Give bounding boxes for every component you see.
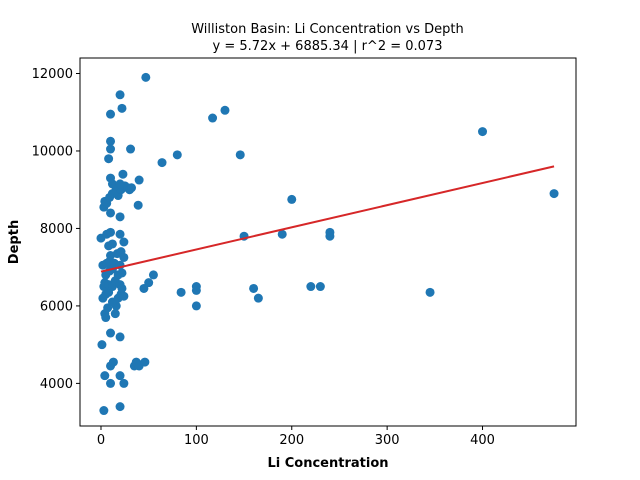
data-point-73 (106, 173, 116, 183)
data-point-14 (115, 332, 125, 342)
y-tick-label: 6000 (40, 299, 73, 314)
data-point-54 (119, 237, 129, 247)
data-point-33 (117, 283, 127, 293)
x-tick-label: 300 (375, 433, 400, 448)
data-point-58 (115, 212, 125, 222)
data-point-59 (133, 200, 143, 210)
data-point-89 (176, 287, 186, 297)
data-point-85 (139, 283, 149, 293)
data-point-87 (157, 158, 167, 168)
data-point-4 (115, 371, 125, 381)
data-point-78 (106, 136, 116, 146)
y-axis-label: Depth (7, 220, 22, 264)
data-point-100 (287, 194, 297, 204)
data-point-97 (249, 283, 259, 293)
data-point-93 (208, 113, 218, 123)
chart-subtitle: y = 5.72x + 6885.34 | r^2 = 0.073 (213, 39, 443, 54)
data-point-102 (315, 282, 325, 292)
x-axis-label: Li Concentration (267, 456, 388, 471)
data-point-0 (99, 406, 109, 416)
data-point-90 (191, 301, 201, 311)
plot-frame (79, 57, 577, 427)
data-point-98 (253, 293, 263, 303)
data-point-86 (148, 270, 158, 280)
y-tick-label: 4000 (40, 377, 73, 392)
data-point-53 (115, 229, 125, 239)
data-point-104 (325, 227, 335, 237)
data-point-106 (478, 127, 488, 137)
data-point-8 (108, 357, 118, 367)
data-point-69 (127, 183, 137, 193)
data-point-3 (100, 371, 110, 381)
data-point-38 (117, 268, 127, 278)
data-point-95 (235, 150, 245, 160)
fit-line-layer (100, 165, 555, 273)
data-point-82 (117, 103, 127, 113)
data-point-75 (134, 175, 144, 185)
data-point-99 (277, 229, 287, 239)
x-axis-ticks: 0 100 200 300 400 (97, 426, 495, 448)
chart-title: Williston Basin: Li Concentration vs Dep… (191, 22, 464, 37)
data-point-49 (107, 239, 117, 249)
y-tick-label: 12000 (32, 67, 73, 82)
data-point-74 (118, 169, 128, 179)
x-tick-label: 100 (184, 433, 209, 448)
data-point-94 (220, 105, 230, 115)
x-tick-label: 400 (470, 433, 495, 448)
data-point-105 (425, 287, 435, 297)
fit-line (100, 165, 555, 273)
data-point-6 (119, 378, 129, 388)
data-point-88 (172, 150, 182, 160)
data-point-2 (97, 340, 107, 350)
data-point-92 (191, 282, 201, 292)
data-point-18 (110, 309, 120, 319)
data-point-83 (141, 72, 151, 82)
data-point-47 (119, 252, 129, 262)
data-point-107 (549, 189, 559, 199)
data-point-101 (306, 282, 316, 292)
data-point-77 (106, 144, 116, 154)
data-point-52 (106, 227, 116, 237)
data-point-76 (104, 154, 114, 164)
data-point-79 (126, 144, 136, 154)
data-point-57 (106, 208, 116, 218)
data-point-81 (115, 90, 125, 100)
data-point-26 (119, 291, 129, 301)
data-point-12 (140, 357, 150, 367)
data-point-80 (106, 109, 116, 119)
data-points (96, 72, 559, 416)
y-axis-ticks: 4000 6000 8000 10000 12000 (32, 67, 80, 392)
data-point-13 (106, 328, 116, 338)
data-point-72 (115, 179, 125, 189)
y-tick-label: 10000 (32, 144, 73, 159)
data-point-16 (101, 313, 111, 323)
y-tick-label: 8000 (40, 222, 73, 237)
data-point-1 (115, 402, 125, 412)
data-point-5 (106, 378, 116, 388)
x-tick-label: 200 (279, 433, 304, 448)
x-tick-label: 0 (97, 433, 105, 448)
